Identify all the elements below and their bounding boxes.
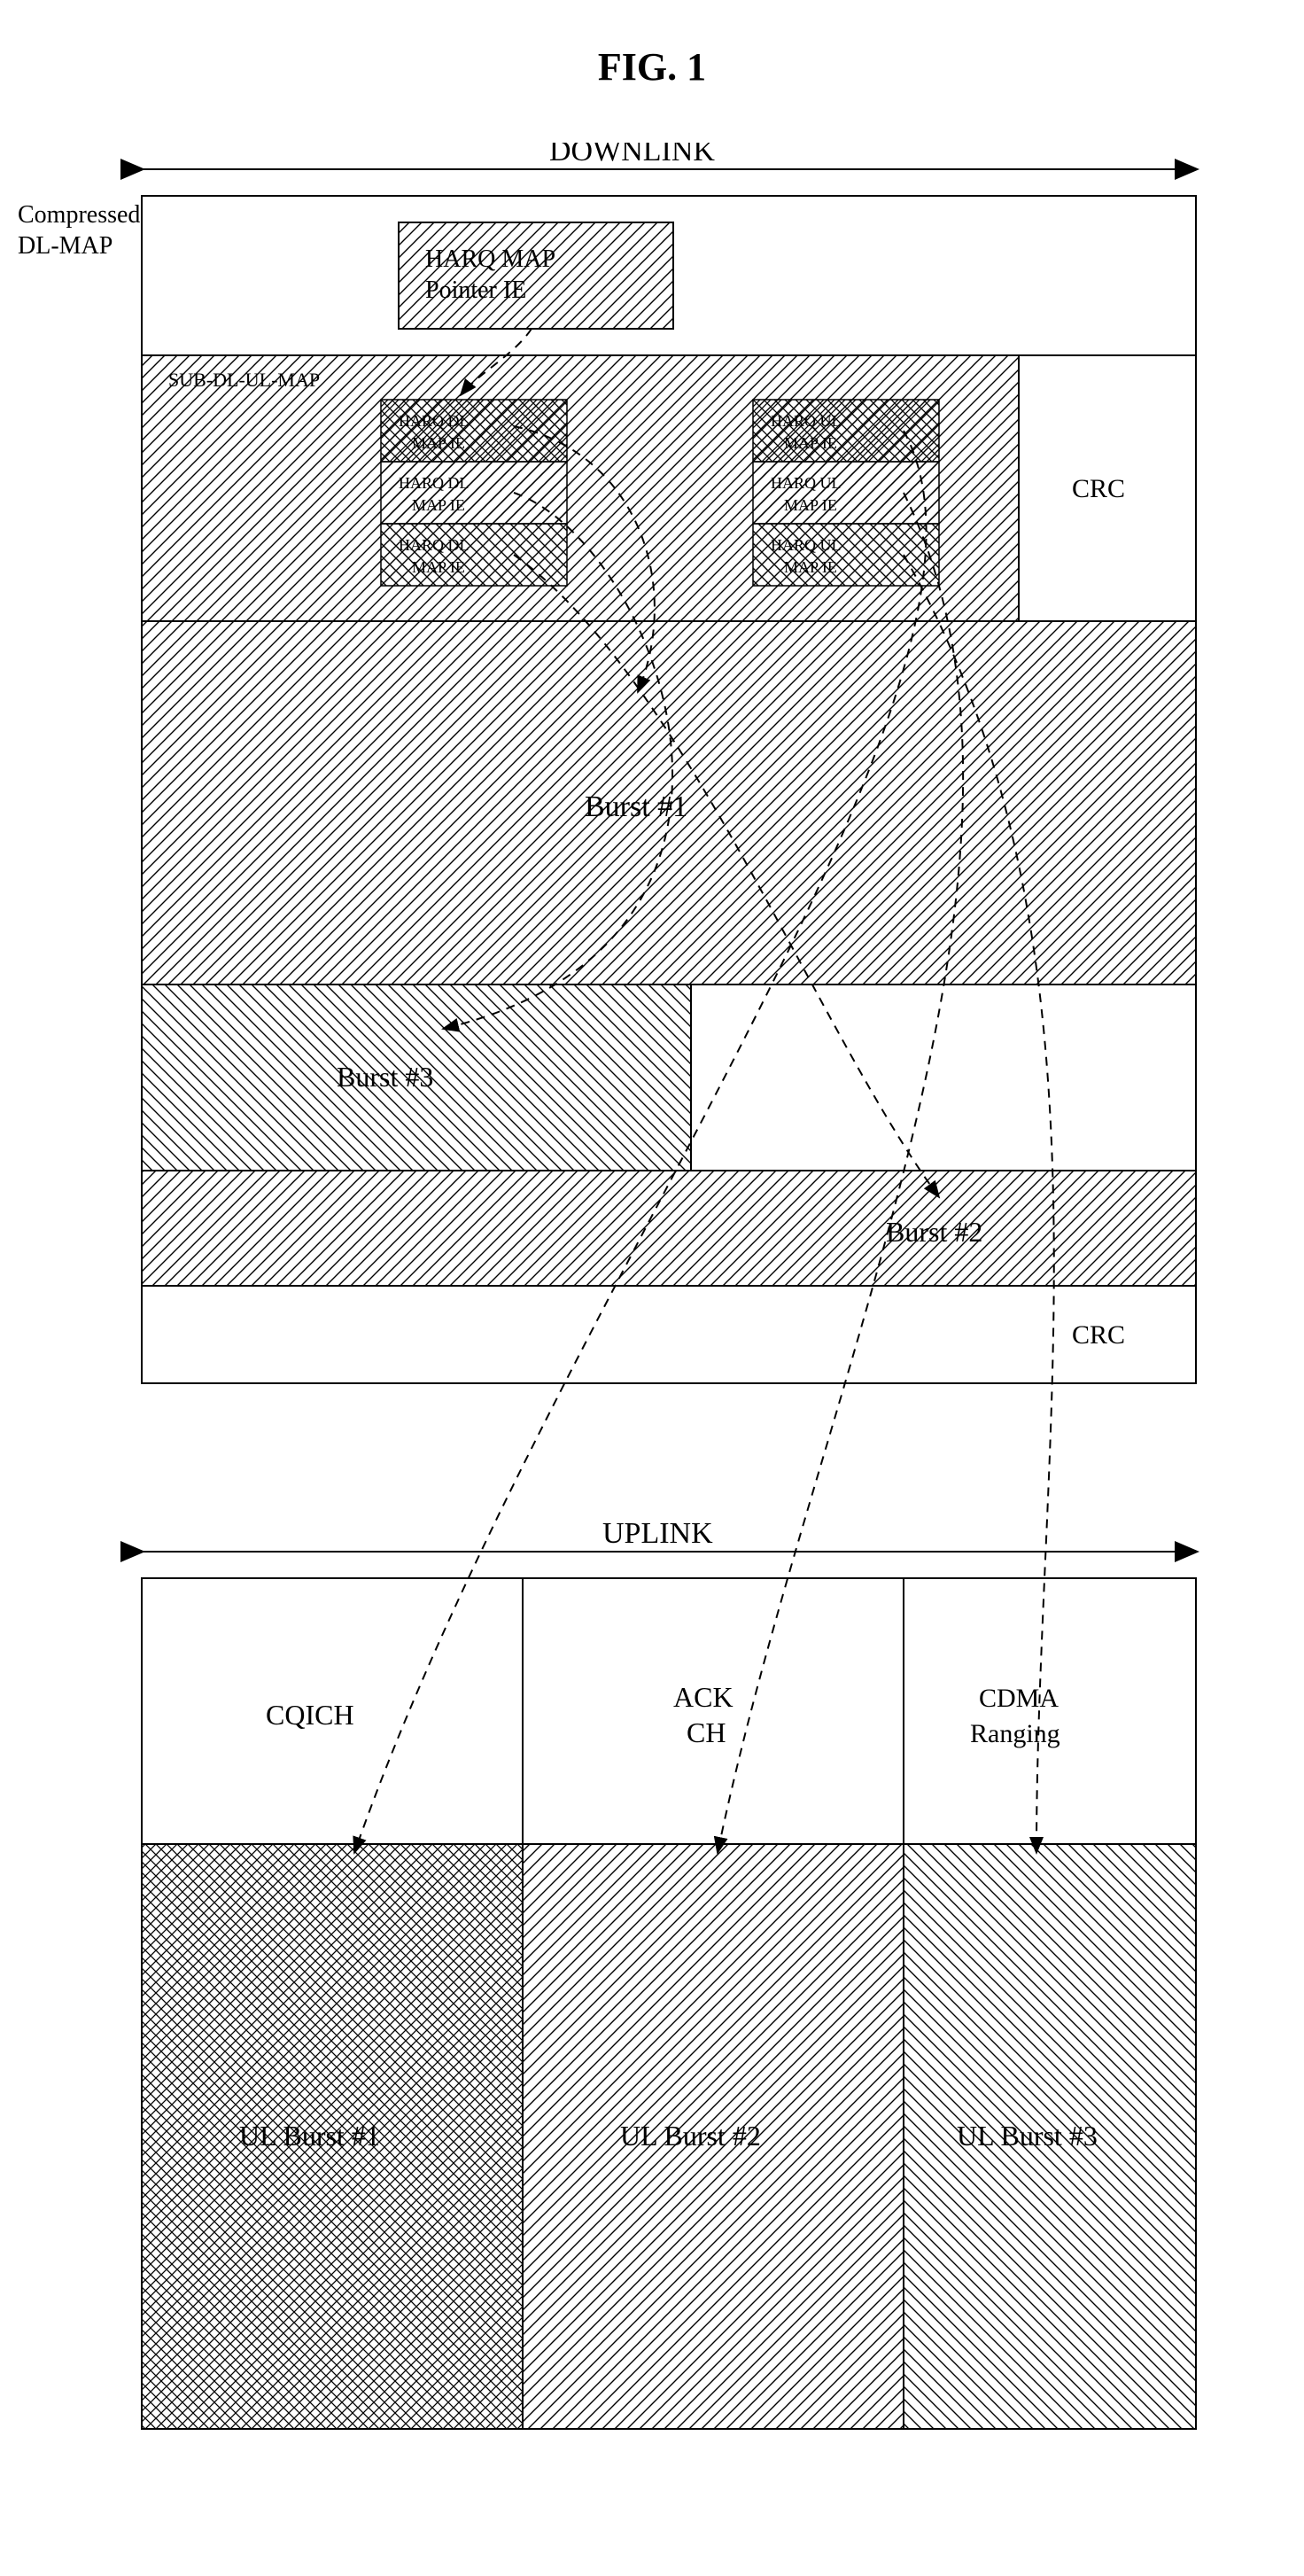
- svg-text:HARQ DL: HARQ DL: [399, 536, 470, 554]
- harq-ul-ie-group: HARQ UL MAP IE HARQ UL MAP IE HARQ UL MA…: [753, 400, 939, 586]
- downlink-label: DOWNLINK: [549, 143, 715, 167]
- harq-dl-ie-group: HARQ DL MAP IE HARQ DL MAP IE HARQ DL MA…: [381, 400, 567, 586]
- ul-burst1: UL Burst #1: [239, 2120, 380, 2152]
- svg-text:HARQ UL: HARQ UL: [771, 412, 842, 430]
- sub-dl-ul-map-label: SUB-DL-UL-MAP: [168, 369, 320, 391]
- svg-text:HARQ UL: HARQ UL: [771, 474, 842, 492]
- svg-text:MAP IE: MAP IE: [784, 558, 837, 576]
- cdma-l2: Ranging: [970, 1719, 1060, 1748]
- svg-text:HARQ UL: HARQ UL: [771, 536, 842, 554]
- svg-text:HARQ DL: HARQ DL: [399, 474, 470, 492]
- crc-2: CRC: [1072, 1320, 1125, 1350]
- uplink-label: UPLINK: [602, 1517, 713, 1550]
- crc-1: CRC: [1072, 474, 1125, 503]
- figure-title: FIG. 1: [18, 44, 1286, 89]
- ack-l2: CH: [687, 1716, 726, 1748]
- ul-burst3: UL Burst #3: [957, 2120, 1098, 2152]
- svg-text:MAP IE: MAP IE: [412, 558, 465, 576]
- svg-text:MAP IE: MAP IE: [784, 496, 837, 514]
- compressed-l1: Compressed: [18, 201, 140, 229]
- downlink-panel: DOWNLINK HARQ MAP Pointer IE SUB-DL-UL-M…: [142, 143, 1196, 1383]
- svg-text:MAP IE: MAP IE: [412, 496, 465, 514]
- harq-pointer-l2: Pointer IE: [425, 276, 526, 304]
- svg-text:HARQ DL: HARQ DL: [399, 412, 470, 430]
- dl-burst2: Burst #2: [886, 1216, 982, 1248]
- svg-text:MAP IE: MAP IE: [784, 434, 837, 452]
- ul-burst2: UL Burst #2: [620, 2120, 761, 2152]
- uplink-panel: UPLINK CQICH ACK CH CDMA Ranging UL Burs…: [142, 1517, 1196, 2429]
- cdma-l1: CDMA: [979, 1684, 1059, 1713]
- dl-burst1: Burst #1: [585, 790, 687, 823]
- ack-l1: ACK: [673, 1681, 734, 1713]
- harq-pointer-l1: HARQ MAP: [425, 245, 555, 273]
- dl-burst3: Burst #3: [337, 1061, 433, 1093]
- cqich-cell: CQICH: [266, 1699, 354, 1731]
- svg-text:MAP IE: MAP IE: [412, 434, 465, 452]
- diagram-svg: DOWNLINK HARQ MAP Pointer IE SUB-DL-UL-M…: [18, 143, 1286, 2447]
- compressed-l2: DL-MAP: [18, 232, 113, 260]
